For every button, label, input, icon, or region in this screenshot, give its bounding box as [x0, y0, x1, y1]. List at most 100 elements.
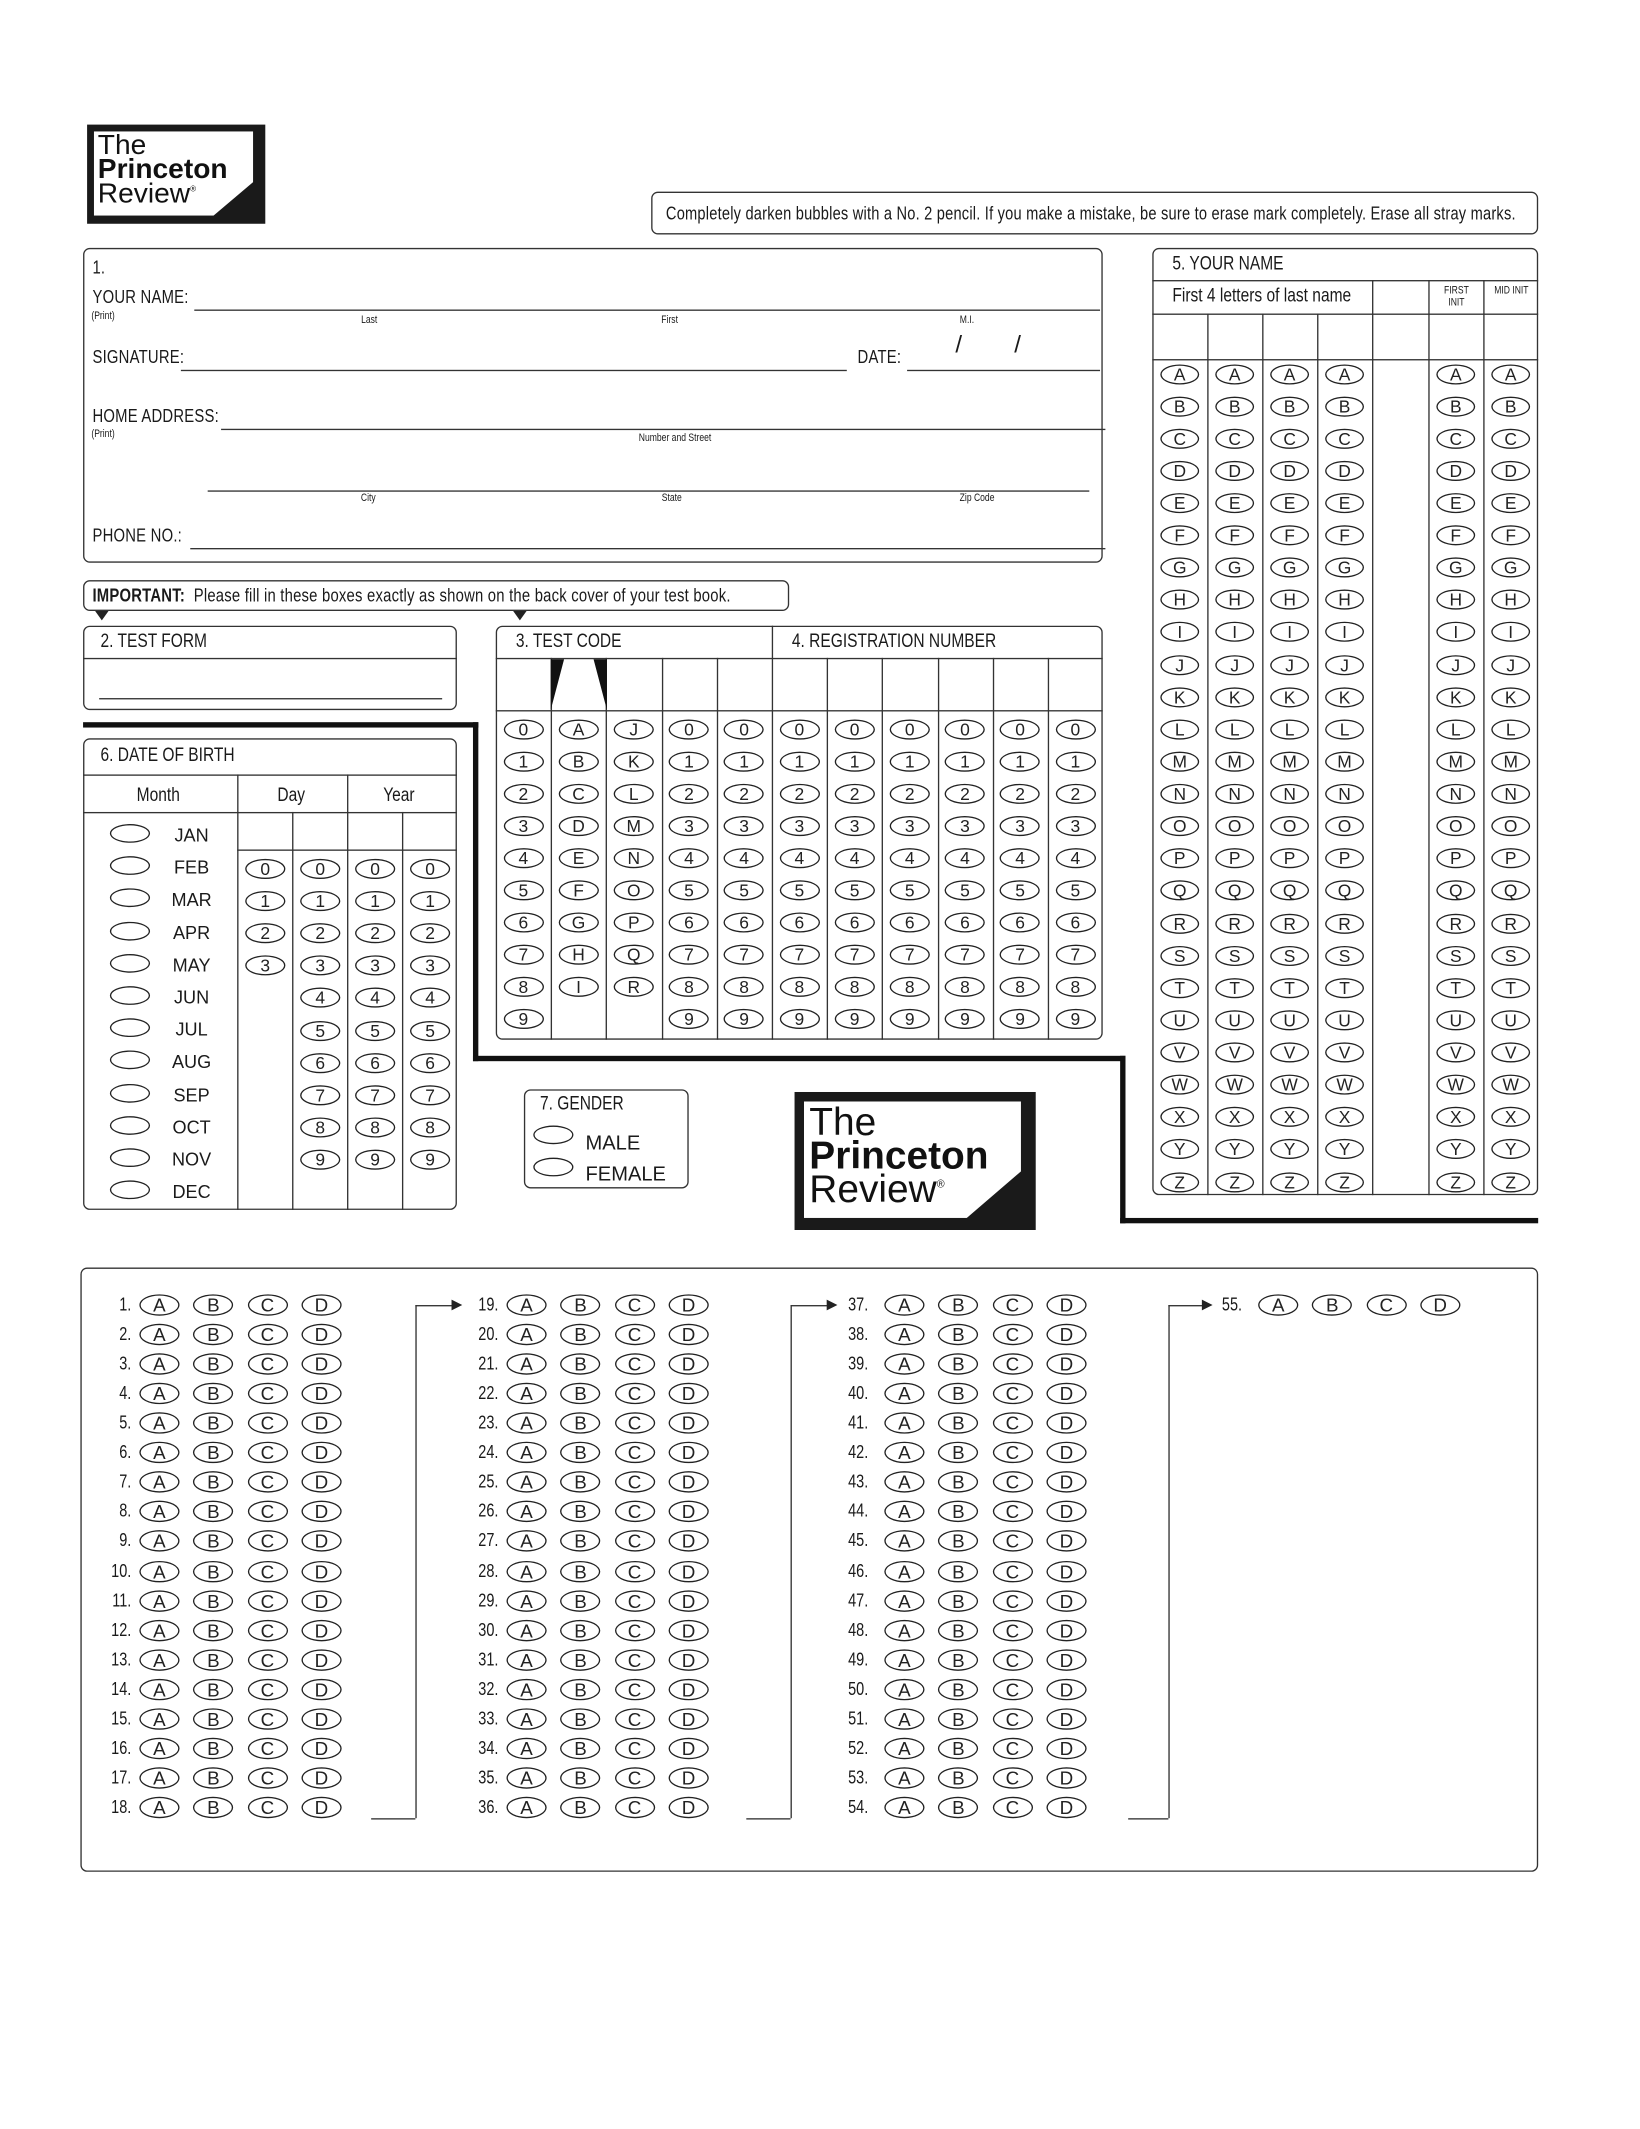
answer-bubble-q36-d[interactable]: D	[668, 1796, 709, 1819]
answer-bubble-q16-c[interactable]: C	[247, 1737, 288, 1760]
test-code-bubble[interactable]: 5	[503, 880, 544, 901]
first-initial-bubble[interactable]: W	[1436, 1074, 1476, 1095]
answer-bubble-q41-c[interactable]: C	[992, 1412, 1033, 1434]
answer-bubble-q14-d[interactable]: D	[301, 1678, 342, 1700]
middle-initial-bubble[interactable]: S	[1491, 945, 1531, 966]
answer-bubble-q52-c[interactable]: C	[992, 1737, 1033, 1760]
first-initial-bubble[interactable]: J	[1436, 654, 1476, 675]
last-name-letter-bubble[interactable]: L	[1270, 719, 1310, 740]
answer-bubble-q5-d[interactable]: D	[301, 1412, 342, 1434]
answer-bubble-q18-b[interactable]: B	[193, 1796, 234, 1819]
last-name-letter-bubble[interactable]: N	[1325, 783, 1364, 804]
registration-bubble[interactable]: 4	[834, 847, 875, 869]
registration-bubble[interactable]: 2	[834, 783, 875, 804]
answer-bubble-q22-c[interactable]: C	[614, 1382, 655, 1405]
middle-initial-bubble[interactable]: C	[1491, 428, 1531, 449]
year-bubble[interactable]: 1	[355, 890, 396, 911]
registration-bubble[interactable]: 6	[944, 912, 986, 933]
registration-bubble[interactable]: 3	[779, 815, 820, 836]
last-name-letter-bubble[interactable]: H	[1325, 589, 1364, 611]
answer-bubble-q38-b[interactable]: B	[938, 1323, 979, 1346]
month-bubble[interactable]	[109, 953, 151, 973]
last-name-letter-bubble[interactable]: O	[1160, 816, 1200, 837]
last-name-letter-bubble[interactable]: S	[1270, 945, 1310, 966]
answer-bubble-q19-b[interactable]: B	[560, 1294, 601, 1316]
answer-bubble-q48-c[interactable]: C	[992, 1619, 1033, 1641]
last-name-letter-bubble[interactable]: D	[1160, 460, 1200, 481]
answer-bubble-q43-a[interactable]: A	[884, 1471, 925, 1494]
last-name-letter-bubble[interactable]: N	[1160, 783, 1200, 804]
answer-bubble-q49-c[interactable]: C	[992, 1649, 1033, 1671]
last-name-letter-bubble[interactable]: E	[1215, 493, 1255, 514]
answer-bubble-q8-a[interactable]: A	[139, 1501, 180, 1523]
day-bubble[interactable]: 7	[300, 1085, 341, 1106]
test-code-bubble[interactable]: 7	[503, 944, 544, 965]
last-name-letter-bubble[interactable]: X	[1270, 1107, 1310, 1128]
month-bubble[interactable]	[109, 1083, 151, 1103]
month-bubble[interactable]	[109, 1050, 151, 1070]
test-code-bubble[interactable]: 4	[724, 847, 765, 869]
test-code-bubble[interactable]: J	[613, 718, 654, 739]
answer-bubble-q24-a[interactable]: A	[506, 1442, 547, 1464]
middle-initial-bubble[interactable]: W	[1491, 1074, 1531, 1095]
answer-bubble-q52-d[interactable]: D	[1046, 1737, 1087, 1760]
street-address-field[interactable]	[221, 428, 1106, 431]
answer-bubble-q22-d[interactable]: D	[668, 1382, 709, 1405]
last-name-letter-bubble[interactable]: L	[1325, 719, 1364, 740]
answer-bubble-q35-b[interactable]: B	[560, 1767, 601, 1789]
last-name-letter-bubble[interactable]: O	[1215, 816, 1255, 837]
answer-bubble-q25-b[interactable]: B	[560, 1471, 601, 1494]
answer-bubble-q17-c[interactable]: C	[247, 1767, 288, 1789]
registration-bubble[interactable]: 6	[889, 912, 930, 933]
answer-bubble-q1-a[interactable]: A	[139, 1294, 180, 1316]
test-code-bubble[interactable]: 9	[724, 1009, 765, 1030]
month-bubble[interactable]	[109, 986, 151, 1005]
first-initial-bubble[interactable]: U	[1436, 1010, 1476, 1031]
last-name-letter-bubble[interactable]: H	[1270, 589, 1310, 611]
answer-bubble-q6-d[interactable]: D	[301, 1442, 342, 1464]
registration-bubble[interactable]: 1	[1000, 751, 1041, 772]
answer-bubble-q45-a[interactable]: A	[884, 1530, 925, 1553]
last-name-letter-bubble[interactable]: C	[1160, 428, 1200, 449]
year-bubble[interactable]: 3	[410, 955, 451, 976]
registration-bubble[interactable]: 4	[1000, 847, 1041, 869]
year-bubble[interactable]: 3	[355, 955, 396, 976]
last-name-letter-bubble[interactable]: A	[1215, 363, 1255, 384]
answer-bubble-q26-b[interactable]: B	[560, 1501, 601, 1523]
registration-bubble[interactable]: 2	[889, 783, 930, 804]
year-bubble[interactable]: 0	[355, 858, 396, 879]
last-name-letter-bubble[interactable]: X	[1160, 1107, 1200, 1128]
answer-bubble-q47-c[interactable]: C	[992, 1589, 1033, 1612]
answer-bubble-q20-c[interactable]: C	[614, 1323, 655, 1346]
answer-bubble-q46-a[interactable]: A	[884, 1560, 925, 1582]
answer-bubble-q34-a[interactable]: A	[506, 1737, 547, 1760]
last-name-letter-bubble[interactable]: F	[1160, 525, 1200, 546]
registration-bubble[interactable]: 7	[779, 944, 820, 965]
test-code-bubble[interactable]: F	[558, 880, 599, 901]
test-code-bubble[interactable]: 2	[503, 783, 544, 804]
last-name-letter-bubble[interactable]: S	[1160, 945, 1200, 966]
answer-bubble-q5-a[interactable]: A	[139, 1412, 180, 1434]
answer-bubble-q1-c[interactable]: C	[247, 1294, 288, 1316]
registration-bubble[interactable]: 3	[834, 815, 875, 836]
last-name-letter-bubble[interactable]: Q	[1325, 880, 1364, 901]
last-name-letter-bubble[interactable]: B	[1215, 396, 1255, 417]
registration-bubble[interactable]: 9	[834, 1009, 875, 1030]
last-name-letter-bubble[interactable]: T	[1215, 977, 1255, 998]
test-code-bubble[interactable]: C	[558, 783, 599, 804]
registration-bubble[interactable]: 1	[889, 751, 930, 772]
answer-bubble-q15-b[interactable]: B	[193, 1708, 234, 1730]
first-initial-bubble[interactable]: T	[1436, 977, 1476, 998]
first-initial-bubble[interactable]: E	[1436, 493, 1476, 514]
answer-bubble-q43-c[interactable]: C	[992, 1471, 1033, 1494]
answer-bubble-q10-c[interactable]: C	[247, 1560, 288, 1582]
registration-bubble[interactable]: 8	[944, 977, 986, 998]
answer-bubble-q41-a[interactable]: A	[884, 1412, 925, 1434]
answer-bubble-q9-a[interactable]: A	[139, 1530, 180, 1553]
answer-bubble-q1-d[interactable]: D	[301, 1294, 342, 1316]
answer-bubble-q2-a[interactable]: A	[139, 1323, 180, 1346]
last-name-letter-bubble[interactable]: V	[1160, 1042, 1200, 1063]
test-code-bubble[interactable]: I	[558, 977, 599, 998]
registration-bubble[interactable]: 3	[889, 815, 930, 836]
day-bubble[interactable]: 5	[300, 1020, 341, 1041]
